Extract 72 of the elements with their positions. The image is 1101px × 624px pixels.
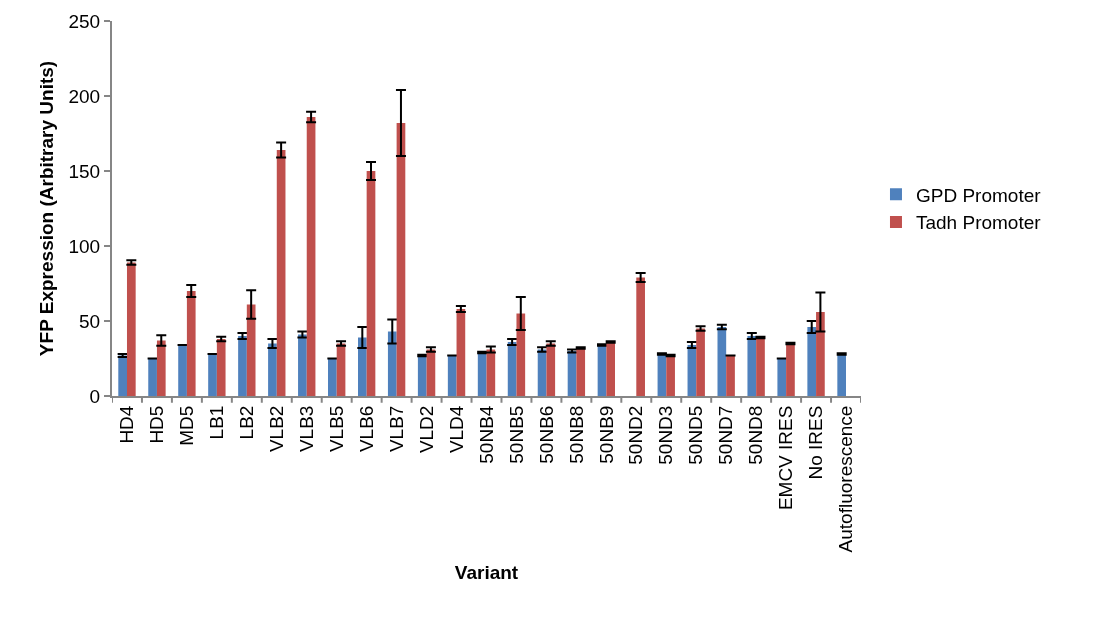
bar	[666, 355, 675, 396]
bar	[756, 337, 765, 396]
bar	[298, 334, 307, 396]
x-tick-label: VLD2	[415, 405, 437, 454]
bar	[328, 358, 337, 396]
x-tick-label: VLB7	[385, 405, 407, 453]
bar	[747, 336, 757, 396]
bar	[717, 327, 727, 396]
bar	[447, 355, 457, 396]
x-tick-label: 50ND5	[685, 405, 707, 465]
x-tick-label: 50NB6	[535, 405, 557, 464]
bar	[306, 117, 316, 396]
x-tick-label: HD4	[116, 405, 138, 444]
x-tick-label: 50NB8	[565, 405, 587, 464]
bar	[546, 343, 556, 396]
x-tick-label: No IRES	[805, 405, 827, 480]
bar	[178, 345, 187, 396]
bar	[417, 355, 427, 396]
y-tick-label: 50	[79, 310, 101, 332]
y-tick-label: 200	[68, 85, 101, 107]
bar	[816, 312, 825, 396]
x-tick-label: VLD4	[445, 405, 467, 454]
bar	[516, 313, 526, 396]
bar	[276, 150, 286, 396]
x-tick-label: MD5	[176, 405, 198, 446]
bar	[387, 331, 397, 396]
bar	[477, 352, 487, 396]
bar	[156, 340, 166, 396]
x-tick-label: EMCV IRES	[775, 405, 797, 511]
legend-label: GPD Promoter	[915, 184, 1042, 206]
x-axis-title: Variant	[454, 561, 519, 583]
bar	[208, 354, 217, 396]
y-tick-label: 0	[89, 385, 101, 407]
x-tick-label: HD5	[146, 405, 168, 444]
x-tick-label: VLB5	[325, 405, 347, 453]
bar	[807, 327, 817, 396]
y-tick-label: 250	[68, 10, 101, 32]
x-tick-label: LB1	[206, 405, 228, 440]
bar	[186, 291, 196, 396]
bar	[786, 343, 795, 396]
x-tick-label: 50ND7	[715, 405, 737, 465]
bar	[118, 355, 127, 396]
bar	[216, 339, 226, 396]
x-tick-label: 50ND8	[745, 405, 767, 465]
y-tick-label: 150	[68, 160, 101, 182]
bar	[837, 354, 847, 396]
legend-label: Tadh Promoter	[915, 212, 1042, 234]
x-tick-label: VLB3	[295, 405, 317, 453]
bar	[696, 328, 705, 396]
x-tick-label: 50NB4	[475, 405, 497, 464]
bar	[148, 358, 157, 396]
bar	[238, 336, 247, 396]
x-tick-label: 50NB9	[595, 405, 617, 464]
x-tick-label: 50ND3	[655, 405, 677, 465]
x-tick-label: Autofluorescence	[835, 405, 857, 553]
y-axis-title: YFP Expression (Arbitrary Units)	[35, 60, 57, 357]
x-tick-label: 50ND2	[625, 405, 647, 465]
bar	[268, 343, 277, 396]
bar	[246, 304, 256, 396]
bar	[636, 277, 645, 396]
x-tick-label: VLB2	[265, 405, 287, 453]
y-tick-label: 100	[68, 235, 101, 257]
bar	[606, 342, 616, 396]
bar	[366, 171, 376, 396]
x-tick-label: 50NB5	[505, 405, 527, 464]
x-tick-label: VLB6	[355, 405, 377, 453]
x-tick-label: LB2	[236, 405, 257, 440]
bar	[357, 337, 367, 396]
bar	[777, 358, 787, 396]
bar	[576, 348, 586, 396]
bar	[726, 355, 735, 396]
bar	[126, 262, 136, 396]
